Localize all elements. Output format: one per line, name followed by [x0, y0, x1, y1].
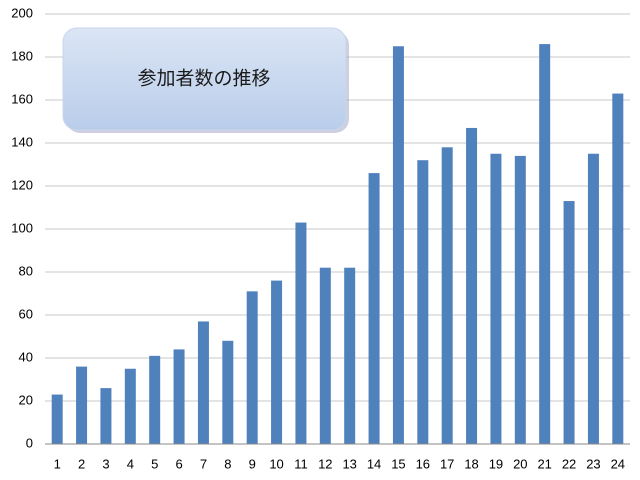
y-tick-label: 100 — [11, 220, 33, 235]
x-tick-label: 11 — [294, 456, 308, 471]
x-tick-label: 10 — [269, 456, 283, 471]
bar — [173, 349, 185, 444]
y-tick-label: 0 — [26, 435, 33, 450]
x-tick-label: 5 — [151, 456, 158, 471]
bars — [51, 44, 624, 445]
bar — [539, 44, 551, 444]
x-tick-label: 6 — [175, 456, 182, 471]
x-tick-label: 14 — [367, 456, 381, 471]
bar — [563, 201, 575, 444]
bar — [100, 388, 112, 444]
bar — [490, 153, 502, 444]
x-tick-label: 21 — [537, 456, 551, 471]
bar — [76, 366, 88, 444]
bar — [587, 153, 599, 444]
bar — [197, 321, 209, 444]
bar — [392, 46, 404, 444]
x-tick-label: 22 — [562, 456, 576, 471]
bar — [368, 173, 380, 444]
y-tick-label: 200 — [11, 5, 33, 20]
x-tick-label: 20 — [513, 456, 527, 471]
x-tick-label: 3 — [102, 456, 109, 471]
y-tick-label: 180 — [11, 48, 33, 63]
bar — [441, 147, 453, 445]
bar — [612, 93, 624, 445]
x-tick-label: 2 — [78, 456, 85, 471]
x-tick-label: 4 — [127, 456, 134, 471]
x-tick-label: 12 — [318, 456, 332, 471]
x-tick-label: 1 — [54, 456, 61, 471]
x-tick-label: 23 — [586, 456, 600, 471]
x-tick-label: 24 — [611, 456, 625, 471]
y-tick-label: 60 — [19, 306, 33, 321]
bar — [222, 340, 234, 444]
x-tick-label: 15 — [391, 456, 405, 471]
chart-title: 参加者数の推移 — [137, 68, 270, 90]
bar — [124, 368, 136, 444]
bar — [466, 127, 478, 444]
bar — [319, 267, 331, 444]
x-tick-label: 16 — [416, 456, 430, 471]
x-tick-label: 18 — [464, 456, 478, 471]
y-tick-label: 20 — [19, 392, 33, 407]
x-tick-label: 8 — [224, 456, 231, 471]
bar — [51, 394, 63, 444]
x-tick-label: 7 — [200, 456, 207, 471]
y-tick-label: 140 — [11, 134, 33, 149]
y-tick-label: 40 — [19, 349, 33, 364]
y-tick-label: 160 — [11, 91, 33, 106]
bar — [417, 160, 429, 444]
bar — [149, 355, 161, 444]
bar — [246, 291, 258, 444]
y-tick-label: 120 — [11, 177, 33, 192]
x-tick-label: 19 — [489, 456, 503, 471]
bar — [344, 267, 356, 444]
x-tick-label: 13 — [342, 456, 356, 471]
title-box — [62, 27, 347, 131]
x-tick-label: 17 — [440, 456, 454, 471]
y-tick-label: 80 — [19, 263, 33, 278]
bar — [514, 155, 526, 444]
x-tick-label: 9 — [249, 456, 256, 471]
bar — [271, 280, 283, 444]
bar — [295, 222, 307, 444]
